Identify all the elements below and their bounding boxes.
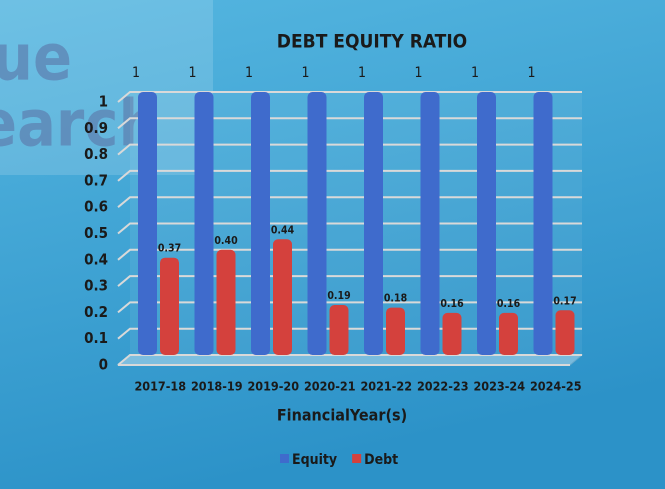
x-tick-label: 2023-24 (473, 379, 525, 394)
x-tick-label: 2020-21 (304, 379, 356, 394)
bar (555, 310, 575, 355)
legend-swatch (280, 454, 289, 463)
x-tick-label: 2024-25 (530, 379, 582, 394)
legend-label: Equity (292, 452, 337, 468)
data-label: 1 (414, 65, 422, 81)
y-tick-label: 0.9 (84, 119, 108, 137)
bar (533, 92, 553, 355)
legend-label: Debt (364, 452, 398, 468)
data-label: 1 (358, 65, 366, 81)
bar (442, 312, 462, 355)
data-label: 1 (245, 65, 253, 81)
bar (499, 312, 518, 355)
data-label: 0.16 (440, 298, 464, 310)
x-tick-label: 2022-23 (417, 379, 469, 394)
data-label: 0.44 (271, 224, 295, 236)
y-tick-label: 0.8 (84, 145, 108, 163)
y-tick-label: 0.2 (84, 303, 108, 321)
bar (251, 92, 270, 355)
x-axis-label: FinancialYear(s) (277, 406, 407, 425)
data-label: 0.18 (384, 293, 407, 305)
y-tick-label: 0.4 (84, 250, 108, 268)
bar (273, 239, 292, 355)
data-label: 0.19 (327, 290, 350, 302)
x-tick-label: 2021-22 (360, 379, 412, 394)
bar (329, 305, 349, 355)
data-label: 0.17 (553, 295, 576, 307)
bar (216, 249, 236, 355)
bar (420, 92, 440, 355)
data-label: 1 (188, 65, 196, 81)
y-tick-label: 0.1 (84, 329, 108, 347)
bar (477, 92, 496, 355)
data-label: 1 (527, 65, 535, 81)
data-label: 1 (471, 65, 479, 81)
y-tick-label: 0.3 (84, 277, 108, 295)
watermark-text: ue (0, 22, 72, 96)
bar (386, 307, 405, 355)
floor (116, 354, 584, 366)
data-label: 0.40 (214, 235, 238, 247)
x-tick-label: 2017-18 (134, 379, 186, 394)
bar (160, 257, 179, 355)
x-tick-label: 2019-20 (247, 379, 299, 394)
legend-swatch (352, 454, 362, 463)
y-tick-label: 0.6 (84, 198, 108, 216)
data-label: 0.37 (158, 243, 181, 255)
bar (194, 92, 214, 355)
y-tick-label: 1 (99, 93, 108, 111)
chart-title: DEBT EQUITY RATIO (277, 31, 467, 53)
watermark-panel (0, 0, 213, 175)
y-tick-label: 0 (99, 356, 108, 374)
data-label: 0.16 (497, 298, 521, 310)
data-label: 1 (301, 65, 309, 81)
x-tick-label: 2018-19 (191, 379, 243, 394)
bar (138, 92, 157, 355)
bar (307, 92, 327, 355)
bar (364, 92, 383, 355)
y-tick-label: 0.5 (84, 224, 108, 242)
y-tick-label: 0.7 (84, 171, 108, 189)
data-label: 1 (132, 65, 140, 81)
